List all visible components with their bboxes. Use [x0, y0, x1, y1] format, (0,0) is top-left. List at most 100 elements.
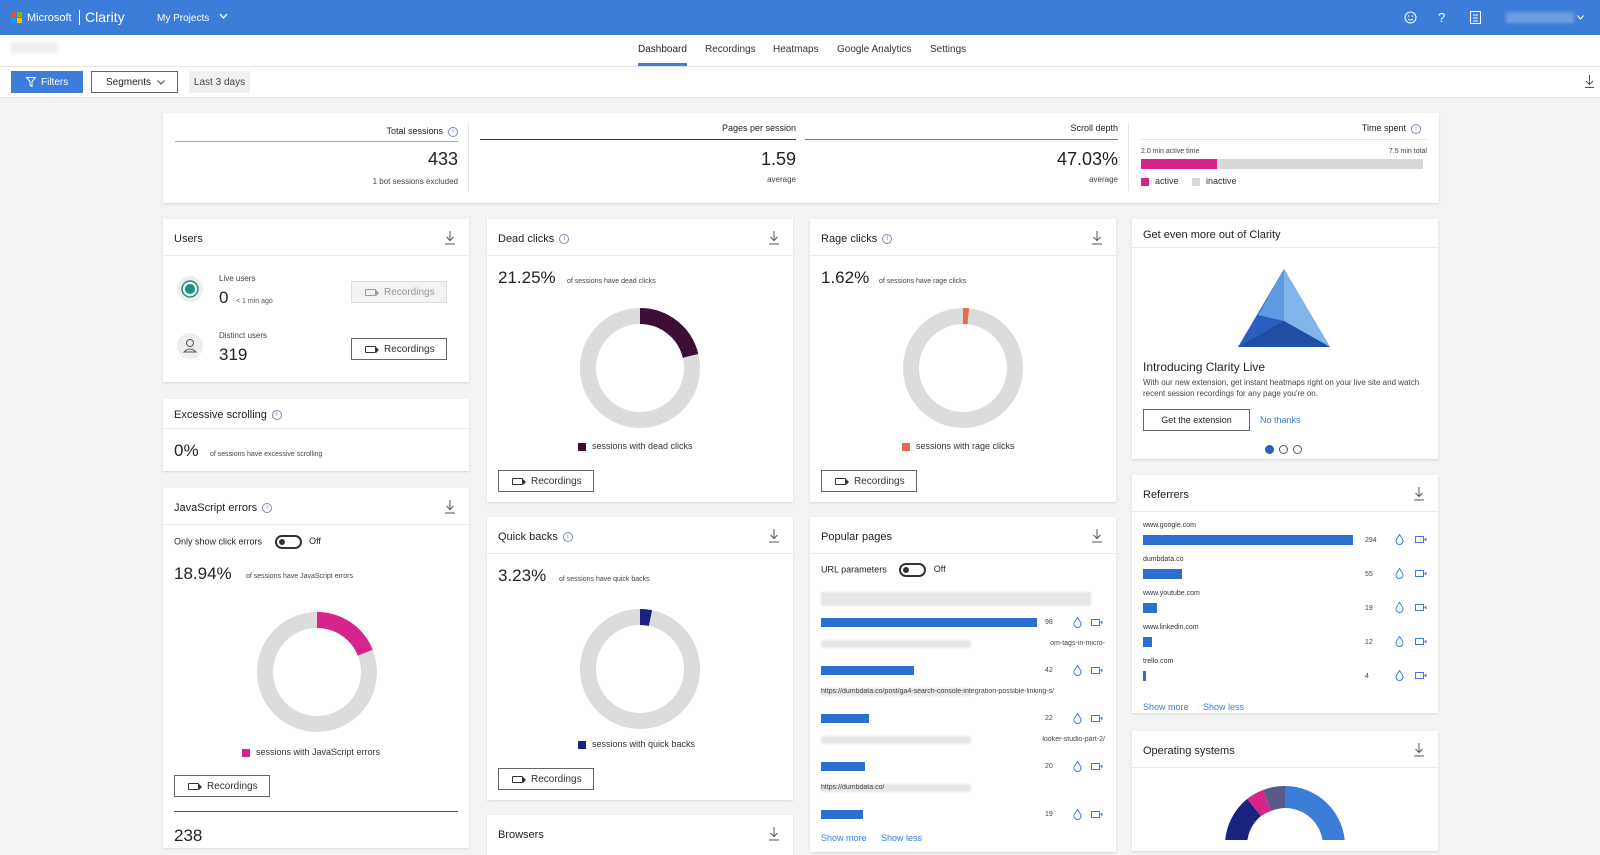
tab-recordings[interactable]: Recordings [705, 44, 756, 55]
dead-clicks-recordings-button[interactable]: Recordings [498, 470, 594, 492]
download-icon[interactable] [1092, 231, 1102, 245]
segments-dropdown[interactable]: Segments [91, 71, 178, 93]
help-icon[interactable]: ? [1438, 10, 1445, 25]
recording-icon[interactable] [1415, 604, 1427, 611]
referrers-show-more-link[interactable]: Show more [1143, 702, 1189, 712]
carousel-dot[interactable] [1293, 445, 1302, 454]
download-icon[interactable] [1092, 529, 1102, 543]
heatmap-icon[interactable] [1395, 670, 1404, 681]
download-icon[interactable] [445, 500, 455, 514]
download-icon[interactable] [769, 827, 779, 841]
live-recordings-button[interactable]: Recordings [351, 281, 447, 303]
heatmap-icon[interactable] [1073, 665, 1082, 676]
heatmap-icon[interactable] [1073, 761, 1082, 772]
javascript-errors-title: JavaScript errors [174, 502, 257, 514]
recording-icon[interactable] [1091, 667, 1103, 674]
popular-page-row[interactable]: 98 [821, 592, 1105, 632]
brand-clarity[interactable]: Clarity [85, 9, 125, 25]
rage-clicks-recordings-button[interactable]: Recordings [821, 470, 917, 492]
info-icon[interactable]: i [448, 127, 458, 137]
download-icon[interactable] [1414, 487, 1424, 501]
heatmap-icon[interactable] [1073, 713, 1082, 724]
brand-microsoft: Microsoft [27, 12, 72, 24]
excessive-scrolling-title: Excessive scrolling [174, 409, 267, 421]
popular-show-more-link[interactable]: Show more [821, 833, 867, 843]
dead-clicks-legend: sessions with dead clicks [592, 441, 693, 451]
recording-icon[interactable] [1091, 715, 1103, 722]
heatmap-icon[interactable] [1395, 602, 1404, 613]
popular-page-row[interactable]: https://dumbdata.co/19 [821, 784, 1105, 824]
tab-google-analytics[interactable]: Google Analytics [837, 44, 912, 55]
popular-page-row[interactable]: looker-studio-part-2/20 [821, 736, 1105, 776]
heatmap-icon[interactable] [1395, 636, 1404, 647]
carousel-dot[interactable] [1279, 445, 1288, 454]
page-url[interactable]: https://dumbdata.co/post/ga4-search-cons… [821, 688, 1101, 695]
recording-icon[interactable] [1415, 638, 1427, 645]
total-sessions-label: Total sessions [386, 126, 443, 136]
date-range-button[interactable]: Last 3 days [189, 71, 250, 93]
heatmap-icon[interactable] [1395, 534, 1404, 545]
info-icon[interactable]: i [262, 503, 272, 513]
recording-icon[interactable] [1091, 763, 1103, 770]
legend-swatch [578, 443, 586, 451]
heatmap-icon[interactable] [1395, 568, 1404, 579]
feedback-smile-icon[interactable] [1404, 11, 1417, 24]
recording-icon[interactable] [1415, 672, 1427, 679]
tab-settings[interactable]: Settings [930, 44, 966, 55]
browsers-card: Browsers [487, 815, 793, 855]
referrer-count: 19 [1365, 605, 1373, 612]
recording-icon[interactable] [1091, 619, 1103, 626]
popular-show-less-link[interactable]: Show less [881, 833, 922, 843]
dead-clicks-donut-chart [578, 306, 702, 430]
document-icon[interactable] [1470, 11, 1481, 24]
download-icon[interactable] [1585, 75, 1594, 88]
referrer-name: www.youtube.com [1143, 590, 1200, 597]
info-icon[interactable]: i [882, 234, 892, 244]
tab-dashboard[interactable]: Dashboard [638, 44, 687, 55]
chevron-down-icon[interactable] [1577, 15, 1584, 20]
filters-button[interactable]: Filters [11, 71, 83, 93]
download-icon[interactable] [769, 231, 779, 245]
url-parameters-toggle[interactable] [899, 563, 926, 577]
chevron-down-icon [157, 80, 165, 85]
chevron-down-icon[interactable] [219, 13, 228, 20]
distinct-recordings-button[interactable]: Recordings [351, 338, 447, 360]
popular-page-row[interactable]: https://dumbdata.co/post/ga4-search-cons… [821, 688, 1105, 728]
carousel-dot-active[interactable] [1265, 445, 1274, 454]
referrer-row[interactable]: www.youtube.com 19 [1143, 590, 1427, 620]
project-selector[interactable]: My Projects [157, 13, 209, 24]
recording-icon[interactable] [1415, 536, 1427, 543]
donut-track [588, 617, 692, 721]
page-url[interactable]: looker-studio-part-2/ [1000, 736, 1105, 743]
get-extension-button[interactable]: Get the extension [1143, 409, 1250, 431]
tab-heatmaps[interactable]: Heatmaps [773, 44, 819, 55]
download-icon[interactable] [769, 529, 779, 543]
account-avatar[interactable] [1506, 12, 1574, 23]
heatmap-icon[interactable] [1073, 809, 1082, 820]
info-icon[interactable]: i [563, 532, 573, 542]
quick-backs-recordings-button[interactable]: Recordings [498, 768, 594, 790]
info-icon[interactable]: i [559, 234, 569, 244]
promo-title: Get even more out of Clarity [1143, 229, 1281, 241]
camera-icon [365, 346, 376, 353]
click-errors-toggle[interactable] [275, 535, 302, 549]
referrers-show-less-link[interactable]: Show less [1203, 702, 1244, 712]
popular-page-row[interactable]: om-tags-in-micro-42 [821, 640, 1105, 680]
download-icon[interactable] [1414, 743, 1424, 757]
heatmap-icon[interactable] [1073, 617, 1082, 628]
page-url[interactable]: https://dumbdata.co/ [821, 784, 921, 791]
javascript-errors-recordings-button[interactable]: Recordings [174, 775, 270, 797]
info-icon[interactable]: i [272, 410, 282, 420]
no-thanks-link[interactable]: No thanks [1260, 415, 1301, 425]
os-segment [1285, 786, 1345, 840]
info-icon[interactable]: i [1411, 124, 1421, 134]
recording-icon[interactable] [1091, 811, 1103, 818]
page-url[interactable]: om-tags-in-micro- [1020, 640, 1105, 647]
download-icon[interactable] [445, 231, 455, 245]
recording-icon[interactable] [1415, 570, 1427, 577]
